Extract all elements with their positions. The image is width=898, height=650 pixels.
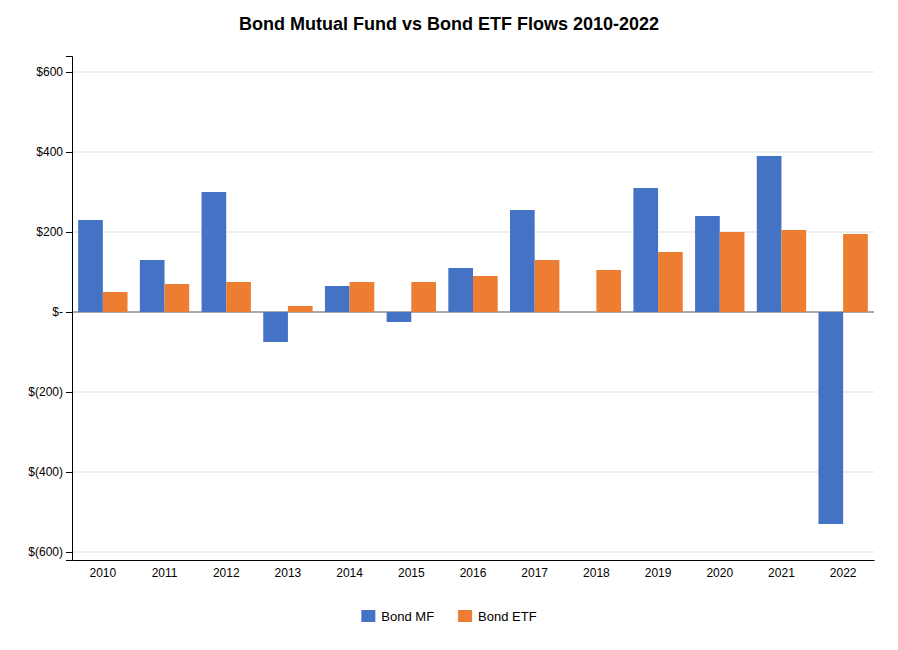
bar [350,282,375,312]
tick-label: $600 [36,65,63,79]
y-tick: $- [52,305,72,319]
grid-line [72,232,874,233]
axis-line [66,57,73,561]
grid-line [72,552,874,553]
tick-label: 2018 [583,566,610,580]
bar [535,260,560,312]
x-tick: 2016 [460,566,487,580]
bar [781,230,806,312]
bar [387,312,412,322]
y-tick: $(400) [28,465,72,479]
tick-mark [66,312,72,313]
bar [843,234,868,312]
grid-line [72,392,874,393]
legend-swatch [361,610,375,622]
x-tick: 2014 [336,566,363,580]
grid [72,72,874,552]
y-axis: $(600) $(400) $(200) $- $200 $400 $600 [28,57,72,561]
grid-line [72,152,874,153]
legend-item: Bond ETF [458,609,537,624]
grid-line [72,72,874,73]
tick-label: 2020 [706,566,733,580]
y-tick: $600 [36,65,72,79]
tick-label: $(600) [28,545,63,559]
tick-mark [66,552,72,553]
tick-label: $(400) [28,465,63,479]
y-tick: $400 [36,145,72,159]
tick-label: 2016 [460,566,487,580]
bar [596,270,621,312]
bar [757,156,782,312]
bar [165,284,190,312]
tick-mark [66,72,72,73]
bar [720,232,745,312]
tick-label: 2015 [398,566,425,580]
bar [263,312,288,342]
x-tick: 2022 [830,566,857,580]
bar [818,312,843,524]
series [103,230,868,312]
bar [448,268,473,312]
chart: Bond Mutual Fund vs Bond ETF Flows 2010-… [0,0,898,650]
x-tick: 2013 [275,566,302,580]
tick-label: 2011 [152,566,178,580]
tick-mark [66,152,72,153]
y-tick: $(200) [28,385,72,399]
bar [633,188,658,312]
tick-mark [66,392,72,393]
tick-label: 2022 [830,566,857,580]
bar [140,260,165,312]
bar [78,220,103,312]
legend: Bond MF Bond ETF [361,609,536,624]
legend-label: Bond MF [381,609,434,624]
bar [288,306,313,312]
bar [572,312,597,313]
tick-label: $200 [36,225,63,239]
x-tick: 2011 [152,566,178,580]
series [78,156,843,524]
x-tick: 2018 [583,566,610,580]
bar [202,192,227,312]
tick-label: 2021 [768,566,795,580]
tick-label: 2017 [521,566,548,580]
bar [510,210,535,312]
bar [226,282,251,312]
tick-label: 2014 [336,566,363,580]
tick-label: 2010 [89,566,116,580]
x-axis: 2010 2011 2012 2013 2014 2015 2016 2017 2018 2019… [73,561,875,580]
x-tick: 2021 [768,566,795,580]
tick-label: $- [52,305,63,319]
bar [658,252,683,312]
x-tick: 2010 [89,566,116,580]
x-tick: 2017 [521,566,548,580]
tick-label: $(200) [28,385,63,399]
legend-swatch [458,610,472,622]
grid-line [72,472,874,473]
bar [411,282,436,312]
x-tick: 2015 [398,566,425,580]
bars [78,156,868,524]
tick-label: $400 [36,145,63,159]
y-tick: $200 [36,225,72,239]
x-tick: 2012 [213,566,240,580]
tick-label: 2013 [275,566,302,580]
y-tick: $(600) [28,545,72,559]
title: Bond Mutual Fund vs Bond ETF Flows 2010-… [239,14,659,34]
tick-label: 2019 [645,566,672,580]
x-tick: 2020 [706,566,733,580]
bar [695,216,720,312]
x-tick: 2019 [645,566,672,580]
tick-mark [66,232,72,233]
bar [325,286,350,312]
axis-line [73,560,875,561]
legend-item: Bond MF [361,609,434,624]
tick-mark [66,472,72,473]
plot: $(600) $(400) $(200) $- $200 $400 $600 2010 2011… [28,57,874,580]
bar [103,292,128,312]
bar [473,276,498,312]
legend-label: Bond ETF [478,609,537,624]
tick-label: 2012 [213,566,240,580]
